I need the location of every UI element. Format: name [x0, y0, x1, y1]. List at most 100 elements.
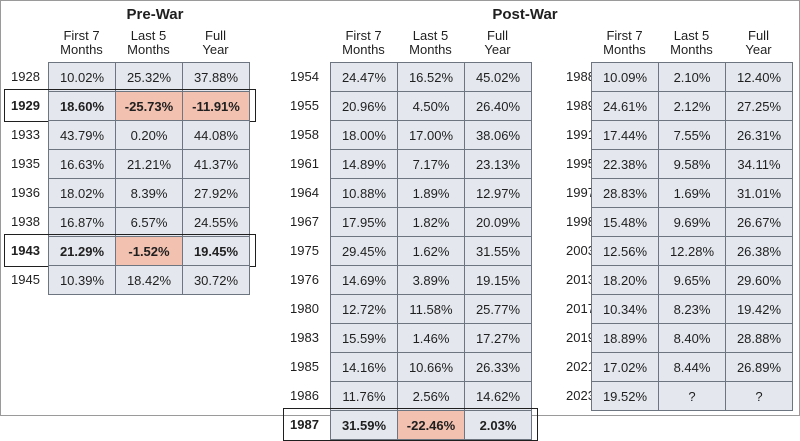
row-year: 2003 — [566, 243, 595, 258]
table-cell: 14.62% — [464, 381, 532, 411]
table-cell: 11.76% — [330, 381, 398, 411]
table-cell: 3.89% — [397, 265, 465, 295]
table-cell: 26.38% — [725, 236, 793, 266]
table-cell: 12.28% — [658, 236, 726, 266]
column-header: Last 5 Months — [116, 29, 181, 57]
table-cell: 12.56% — [591, 236, 659, 266]
column-header: Full Year — [183, 29, 248, 57]
row-year: 1976 — [290, 272, 319, 287]
table-cell: 28.88% — [725, 323, 793, 353]
column-header-line: First 7 — [606, 28, 643, 43]
table-cell: 18.00% — [330, 120, 398, 150]
table-cell: 24.55% — [182, 207, 250, 237]
table-cell: 9.65% — [658, 265, 726, 295]
table-cell: 19.52% — [591, 381, 659, 411]
row-year: 1928 — [11, 69, 40, 84]
row-year: 1967 — [290, 214, 319, 229]
row-year: 1998 — [566, 214, 595, 229]
table-cell: 30.72% — [182, 265, 250, 295]
table-cell: 27.92% — [182, 178, 250, 208]
table-cell: 17.95% — [330, 207, 398, 237]
row-year: 1935 — [11, 156, 40, 171]
table-cell: 24.47% — [330, 62, 398, 92]
column-header-line: Months — [603, 42, 646, 57]
column-header-line: Last 5 — [130, 28, 167, 43]
table-cell: 29.45% — [330, 236, 398, 266]
table-cell: 8.39% — [115, 178, 183, 208]
table-cell: 18.42% — [115, 265, 183, 295]
row-year: 2017 — [566, 301, 595, 316]
table-cell: 1.69% — [658, 178, 726, 208]
table-cell: 1.46% — [397, 323, 465, 353]
table-cell: 12.40% — [725, 62, 793, 92]
row-year: 1983 — [290, 330, 319, 345]
column-header-line: Months — [409, 42, 452, 57]
table-cell: 0.20% — [115, 120, 183, 150]
column-header: First 7 Months — [331, 29, 396, 57]
table-cell: 23.13% — [464, 149, 532, 179]
row-year: 1987 — [290, 417, 319, 432]
column-header-line: Last 5 — [673, 28, 710, 43]
table-cell: -11.91% — [182, 91, 250, 121]
row-year: 1985 — [290, 359, 319, 374]
table-cell: 10.66% — [397, 352, 465, 382]
table-cell: 9.69% — [658, 207, 726, 237]
row-year: 1954 — [290, 69, 319, 84]
table-cell: 21.21% — [115, 149, 183, 179]
table-cell: 10.88% — [330, 178, 398, 208]
row-year: 2021 — [566, 359, 595, 374]
table-cell: 25.77% — [464, 294, 532, 324]
table-cell: 10.09% — [591, 62, 659, 92]
table-cell: 15.48% — [591, 207, 659, 237]
column-header-line: Year — [484, 42, 511, 57]
row-year: 1961 — [290, 156, 319, 171]
table-cell: 12.97% — [464, 178, 532, 208]
column-header: First 7 Months — [49, 29, 114, 57]
table-cell: 31.55% — [464, 236, 532, 266]
table-cell: ? — [725, 381, 793, 411]
row-year: 1991 — [566, 127, 595, 142]
column-header: Full Year — [726, 29, 791, 57]
row-year: 1929 — [11, 98, 40, 113]
row-year: 1943 — [11, 243, 40, 258]
table-cell: 26.31% — [725, 120, 793, 150]
table-cell: 27.25% — [725, 91, 793, 121]
table-cell: 26.89% — [725, 352, 793, 382]
column-header-line: Last 5 — [412, 28, 449, 43]
row-year: 1945 — [11, 272, 40, 287]
table-cell: 28.83% — [591, 178, 659, 208]
column-header-line: First 7 — [63, 28, 100, 43]
column-header-line: Months — [670, 42, 713, 57]
table-cell: 12.72% — [330, 294, 398, 324]
post-war-title: Post-War — [492, 6, 558, 23]
table-cell: 19.15% — [464, 265, 532, 295]
table-cell: 1.82% — [397, 207, 465, 237]
row-year: 1964 — [290, 185, 319, 200]
table-cell: 31.59% — [330, 410, 398, 440]
table-cell: 19.45% — [182, 236, 250, 266]
table-cell: 43.79% — [48, 120, 116, 150]
row-year: 1997 — [566, 185, 595, 200]
row-year: 1975 — [290, 243, 319, 258]
table-cell: 2.03% — [464, 410, 532, 440]
row-year: 1986 — [290, 388, 319, 403]
table-cell: 9.58% — [658, 149, 726, 179]
table-cell: 31.01% — [725, 178, 793, 208]
table-cell: 15.59% — [330, 323, 398, 353]
row-year: 1933 — [11, 127, 40, 142]
table-cell: 17.00% — [397, 120, 465, 150]
table-cell: 4.50% — [397, 91, 465, 121]
table-cell: 17.27% — [464, 323, 532, 353]
pre-war-title: Pre-War — [126, 6, 184, 23]
table-cell: -25.73% — [115, 91, 183, 121]
column-header-line: Months — [60, 42, 103, 57]
table-cell: 34.11% — [725, 149, 793, 179]
column-header-line: Months — [127, 42, 170, 57]
table-cell: 6.57% — [115, 207, 183, 237]
table-cell: 45.02% — [464, 62, 532, 92]
column-header: Full Year — [465, 29, 530, 57]
row-year: 2019 — [566, 330, 595, 345]
table-cell: 1.62% — [397, 236, 465, 266]
column-header-line: Full — [487, 28, 508, 43]
row-year: 2013 — [566, 272, 595, 287]
